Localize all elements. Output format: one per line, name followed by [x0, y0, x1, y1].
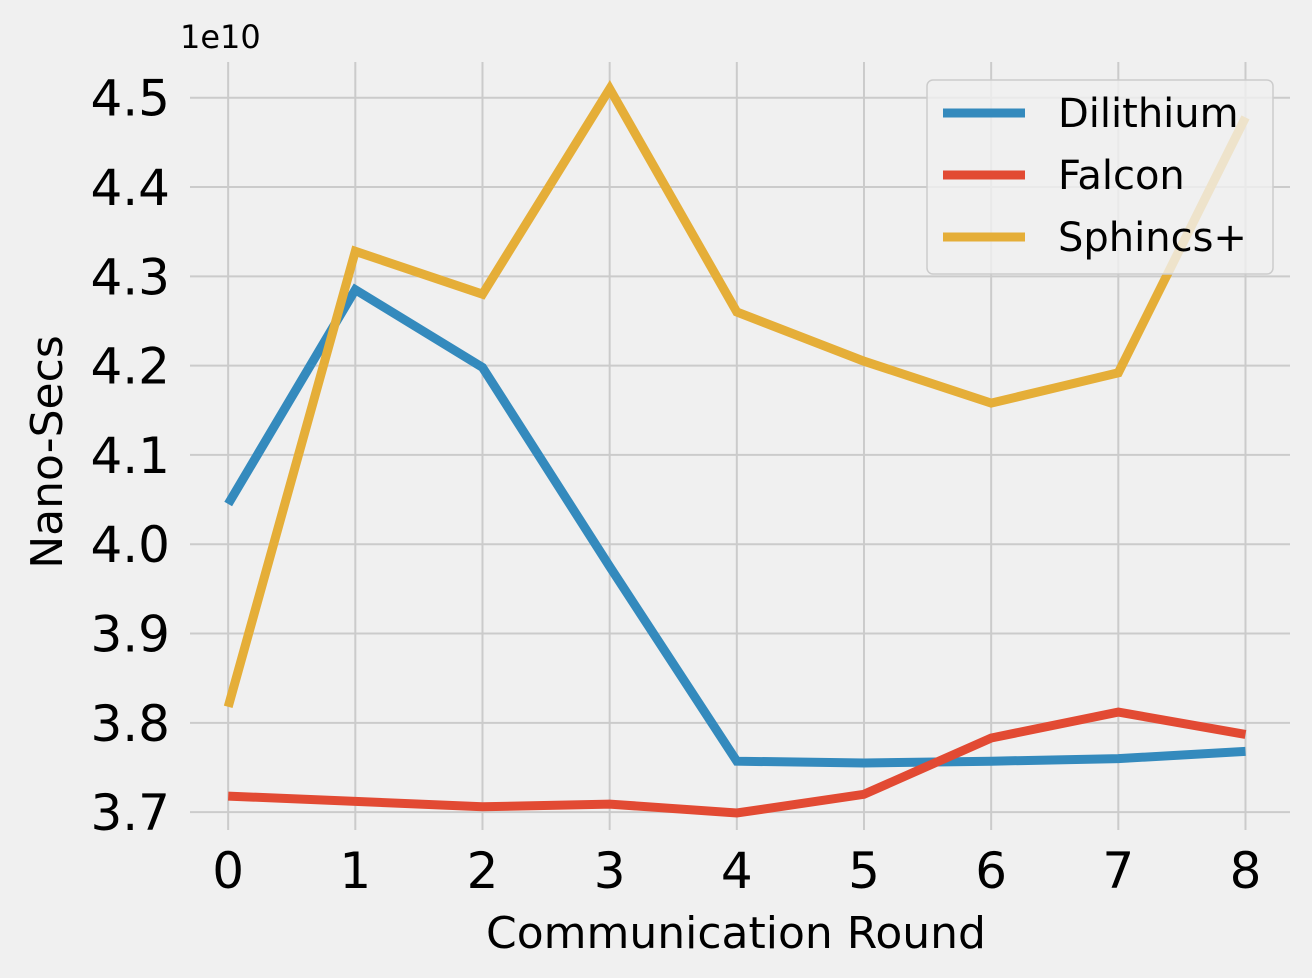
legend-box [926, 79, 1274, 275]
y-tick-label: 3.7 [90, 784, 170, 842]
y-offset-label: 1e10 [180, 18, 261, 56]
x-tick-label: 3 [594, 842, 626, 900]
series-line-sphincs- [223, 79, 1250, 709]
y-axis-title: Nano-Secs [22, 335, 73, 569]
x-tick-label: 8 [1230, 842, 1262, 900]
x-tick-label: 5 [848, 842, 880, 900]
series-lines [223, 79, 1250, 818]
y-tick-label: 4.0 [90, 516, 170, 574]
legend-label: Dilithium [1058, 91, 1239, 137]
legend-label: Falcon [1058, 153, 1185, 199]
y-tick-label: 3.8 [90, 695, 170, 753]
y-tick-label: 4.4 [90, 159, 170, 217]
y-tick-label: 4.5 [90, 70, 170, 128]
y-tick-labels: 3.7 3.8 3.9 4.0 4.1 4.2 4.3 4.4 4.5 [90, 70, 170, 842]
series-line-dilithium [224, 283, 1246, 768]
legend-label: Sphincs+ [1058, 215, 1247, 261]
x-tick-labels: 0 1 2 3 4 5 6 7 8 [212, 842, 1261, 900]
y-tick-label: 4.2 [90, 338, 170, 396]
legend: Dilithium Falcon Sphincs+ [926, 79, 1274, 275]
x-tick-label: 7 [1102, 842, 1134, 900]
x-tick-label: 6 [975, 842, 1007, 900]
y-tick-label: 4.1 [90, 427, 170, 485]
x-axis-title: Communication Round [486, 908, 986, 959]
x-tick-label: 4 [721, 842, 753, 900]
x-tick-label: 1 [339, 842, 371, 900]
x-tick-label: 0 [212, 842, 244, 900]
series-line-falcon [228, 707, 1247, 818]
y-tick-label: 4.3 [90, 248, 170, 306]
x-tick-label: 2 [467, 842, 499, 900]
y-tick-label: 3.9 [90, 606, 170, 664]
